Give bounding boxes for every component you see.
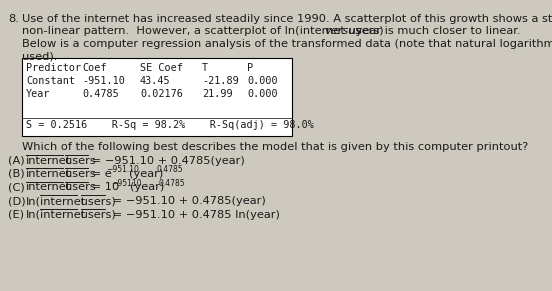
Text: = −951.10 + 0.4785(year): = −951.10 + 0.4785(year) [88,155,245,166]
Text: -951.10: -951.10 [82,76,125,86]
Text: internet: internet [26,169,71,179]
Text: (B): (B) [8,169,25,179]
Text: = −951.10 + 0.4785(year): = −951.10 + 0.4785(year) [109,196,266,206]
Text: users: users [65,182,95,193]
Text: (D): (D) [8,196,25,206]
Text: (year): (year) [129,169,163,179]
Text: −95110: −95110 [111,178,142,187]
Text: S = 0.2516    R-Sq = 98.2%    R-Sq(adj) = 98.0%: S = 0.2516 R-Sq = 98.2% R-Sq(adj) = 98.0… [26,120,314,130]
Text: = −951.10 + 0.4785 ln(year): = −951.10 + 0.4785 ln(year) [109,210,280,219]
Text: Use of the internet has increased steadily since 1990. A scatterplot of this gro: Use of the internet has increased steadi… [22,14,552,24]
Text: (year): (year) [130,182,164,193]
Text: users: users [65,169,95,179]
Text: (E): (E) [8,210,24,219]
Text: Constant: Constant [26,76,75,86]
Text: (A): (A) [8,155,25,166]
Text: Below is a computer regression analysis of the transformed data (note that natur: Below is a computer regression analysis … [22,39,552,49]
Text: versus: versus [324,26,362,36]
Text: (C): (C) [8,182,25,193]
Text: 8.: 8. [8,14,19,24]
Text: Year: Year [26,89,50,99]
Text: used).: used). [22,52,57,61]
Bar [22,58,292,136]
Text: 0.000: 0.000 [247,89,278,99]
Text: T: T [202,63,208,73]
Text: Which of the following best describes the model that is given by this computer p: Which of the following best describes th… [22,142,528,152]
Text: 0.4785: 0.4785 [82,89,119,99]
Text: P: P [247,63,253,73]
Text: internet: internet [26,155,71,166]
Text: non-linear pattern.  However, a scatterplot of ln(internet users): non-linear pattern. However, a scatterpl… [22,26,388,36]
Text: = e: = e [88,169,112,179]
Text: 43.45: 43.45 [140,76,171,86]
Text: internet: internet [26,182,71,193]
Text: -21.89: -21.89 [202,76,239,86]
Text: 0.02176: 0.02176 [140,89,183,99]
Text: ln(internet: ln(internet [26,210,86,219]
Text: SE Coef: SE Coef [140,63,183,73]
Text: −951.10: −951.10 [107,165,140,174]
Text: users): users) [77,196,115,206]
Text: 0.4785: 0.4785 [158,178,185,187]
Text: year is much closer to linear.: year is much closer to linear. [352,26,521,36]
Text: 21.99: 21.99 [202,89,232,99]
Text: Coef: Coef [82,63,107,73]
Text: users): users) [77,210,115,219]
Text: users: users [65,155,95,166]
Text: 0.4785: 0.4785 [157,165,183,174]
Text: Predictor: Predictor [26,63,81,73]
Text: 0.000: 0.000 [247,76,278,86]
Text: ln(internet: ln(internet [26,196,86,206]
Text: = 10: = 10 [88,182,119,193]
